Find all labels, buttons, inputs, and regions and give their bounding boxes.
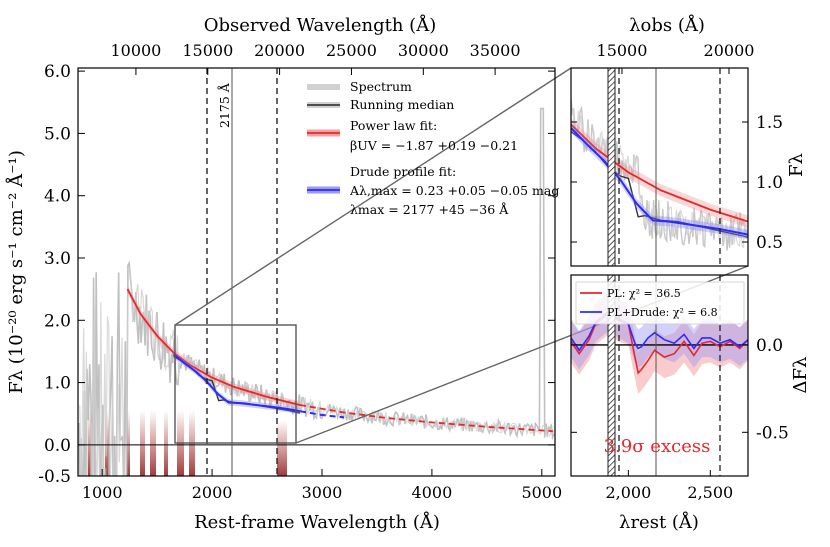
inset-drude-band [571, 123, 748, 240]
inset-top-tick-label: 15000 [597, 41, 648, 60]
inset-bottom-x-title: λrest (Å) [619, 511, 699, 533]
inset-spectrum-2 [571, 109, 748, 249]
red-bar [277, 420, 287, 476]
residual-legend-box [575, 281, 745, 325]
legend-median: Running median [350, 97, 454, 112]
spectrum-line-upsampled [79, 265, 555, 476]
residual-legend-drude: PL+Drude: χ² = 6.8 [607, 306, 718, 319]
main-legend: Spectrum Running median Power law fit: β… [307, 79, 559, 217]
inset-top-top-axis: 15000 20000 [597, 41, 755, 74]
legend-drude-amp: Aλ,max = 0.23 +0.05 −0.05 mag [349, 183, 559, 198]
x-tick-label: 4000 [412, 483, 453, 502]
y-tick-label: 0.0 [44, 436, 71, 456]
res-x-tick-label: 2,500 [687, 483, 733, 502]
inset-bottom-y-axis: 0.0 -0.5 [571, 336, 789, 443]
top-tick-label: 20000 [254, 41, 305, 60]
top-tick-label: 25000 [326, 41, 377, 60]
inset-bottom-y-title: ΔFλ [790, 357, 811, 394]
red-bar [150, 410, 156, 476]
inset-hatch-top [607, 68, 616, 266]
inset-top-tick-label: 20000 [704, 41, 755, 60]
inset-top-y-title: Fλ [786, 153, 807, 177]
inset-top-frame [570, 67, 749, 267]
inset-top-y-axis: 0.5 1.0 1.5 [571, 113, 783, 253]
x-tick-label: 2000 [192, 483, 233, 502]
residual-legend-pl: PL: χ² = 36.5 [607, 287, 681, 300]
zoom-connector-top [174, 67, 572, 326]
top-axis-title: Observed Wavelength (Å) [204, 14, 436, 36]
inset-bottom-frame [570, 274, 749, 477]
y-tick-label: 5.0 [44, 124, 71, 144]
zoom-box [174, 324, 297, 444]
y-tick-label: 2.0 [44, 311, 71, 331]
legend-power-law: Power law fit: [350, 118, 437, 133]
x-tick-label: 5000 [521, 483, 562, 502]
inset-drude-line [571, 127, 748, 236]
inset-y-tick-label: 1.0 [756, 173, 783, 193]
top-tick-label: 35000 [470, 41, 521, 60]
top-tick-label: 30000 [398, 41, 449, 60]
red-bar [140, 410, 145, 476]
power-law-extrapolation [299, 404, 553, 433]
res-y-tick-label: 0.0 [756, 336, 783, 356]
y-tick-label: 1.0 [44, 374, 71, 394]
drude-extrapolation [299, 410, 345, 419]
residual-legend: PL: χ² = 36.5 PL+Drude: χ² = 6.8 [575, 281, 745, 325]
main-y-axis: -0.5 0.0 1.0 2.0 3.0 4.0 5.0 6.0 [38, 62, 555, 487]
power-law-line [126, 288, 301, 406]
main-panel: 2175 Å -0.5 0.0 1.0 2.0 3.0 4.0 5.0 6.0 1000 200… [5, 14, 749, 533]
x-tick-label: 1000 [82, 483, 123, 502]
x-tick-label: 3000 [302, 483, 343, 502]
inset-top-axis-title: λobs (Å) [629, 14, 705, 36]
legend-power-law-value: βUV = −1.87 +0.19 −0.21 [350, 138, 518, 153]
inset-bottom-panel: PL: χ² = 36.5 PL+Drude: χ² = 6.8 3.9σ ex… [570, 274, 811, 533]
y-tick-label: 3.0 [44, 249, 71, 269]
y-tick-label: 4.0 [44, 187, 71, 207]
inset-hatch-bottom [607, 275, 616, 476]
inset-y-tick-label: 0.5 [756, 233, 783, 253]
main-x-axis: 1000 2000 3000 4000 5000 [82, 469, 562, 502]
x-axis-title: Rest-frame Wavelength (Å) [194, 511, 440, 533]
vline-label: 2175 Å [217, 82, 232, 128]
main-top-axis: 10000 15000 20000 25000 30000 35000 [110, 41, 521, 75]
drude-line [172, 353, 301, 413]
inset-pl-line [571, 122, 748, 223]
res-y-tick-label: -0.5 [756, 423, 789, 443]
red-bar [126, 410, 130, 476]
main-axes-frame [77, 67, 556, 477]
y-axis-title: Fλ (10⁻²⁰ erg s⁻¹ cm⁻² Å⁻¹) [5, 150, 27, 394]
excess-annotation: 3.9σ excess [604, 436, 711, 457]
legend-drude: Drude profile fit: [350, 164, 456, 179]
inset-bottom-x-axis: 2,000 2,500 [605, 470, 733, 502]
legend-spectrum: Spectrum [350, 79, 412, 94]
red-bar [88, 410, 92, 476]
top-tick-label: 15000 [182, 41, 233, 60]
legend-drude-peak: λmax = 2177 +45 −36 Å [350, 202, 509, 217]
red-bar [105, 410, 110, 476]
res-x-tick-label: 2,000 [605, 483, 651, 502]
inset-top-panel: 0.5 1.0 1.5 15000 20000 λobs (Å) Fλ [570, 14, 807, 267]
inset-y-tick-label: 1.5 [756, 113, 783, 133]
y-tick-label: 6.0 [44, 62, 71, 82]
red-bar [164, 410, 168, 476]
top-tick-label: 10000 [110, 41, 161, 60]
y-tick-label: -0.5 [38, 467, 71, 487]
drude-band [173, 351, 300, 415]
